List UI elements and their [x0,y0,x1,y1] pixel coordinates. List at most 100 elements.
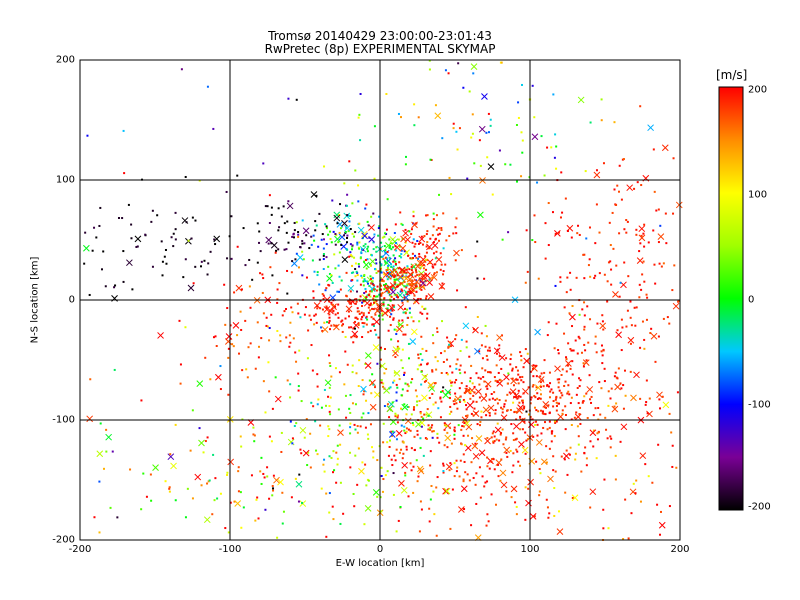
data-point [335,451,338,454]
data-point [422,454,425,457]
data-point [578,385,581,388]
data-point [519,428,522,431]
data-point [109,506,112,509]
data-point [555,409,558,412]
data-point-cross [443,487,451,495]
data-point [506,382,509,385]
data-point [268,326,271,329]
data-point [408,230,411,233]
data-point [619,382,622,385]
data-point [372,308,375,311]
data-point [340,243,343,246]
data-point [505,357,508,360]
data-point [342,512,345,515]
data-point [625,219,628,222]
data-point [453,426,456,429]
data-point [320,406,323,409]
data-point [441,320,444,323]
data-point [650,327,653,330]
data-point [516,397,519,400]
data-point [479,420,482,423]
data-point [313,314,316,317]
data-point-cross [299,426,307,434]
data-point [585,464,588,467]
data-point [486,156,489,159]
data-point [532,375,535,378]
data-point [280,431,283,434]
data-point [571,360,574,363]
data-point [602,527,605,530]
data-point [93,516,96,519]
data-point [465,388,468,391]
data-point-cross [326,275,333,282]
data-point [409,257,412,260]
data-point-cross [438,283,446,290]
data-point [347,310,350,313]
data-point [548,411,551,414]
data-point [561,211,564,214]
data-point [401,223,404,226]
data-point [276,298,279,301]
data-point [494,398,497,401]
data-point [462,480,465,483]
data-point [396,274,399,277]
data-point [386,441,389,444]
data-point [372,277,375,280]
data-point [598,381,601,384]
data-point [460,249,463,252]
data-point [363,390,366,393]
data-point [479,496,482,499]
data-point [581,400,584,403]
data-point [658,262,661,265]
data-point [364,243,367,246]
data-point [389,315,392,318]
data-point [371,446,374,449]
data-point [211,513,214,516]
data-point [361,315,364,318]
data-point [391,430,394,433]
data-point [657,335,660,338]
data-point [463,371,466,374]
data-point [498,344,501,347]
data-point [425,233,428,236]
data-point [405,271,408,274]
data-point [381,291,384,294]
data-point [584,349,587,352]
data-point [497,371,500,374]
data-point [623,261,626,264]
data-point [111,450,114,453]
data-point [434,257,437,260]
data-point [618,164,621,167]
data-point [416,368,419,371]
data-point [563,458,566,461]
data-point [496,397,499,400]
data-point [204,356,207,359]
data-point [437,233,440,236]
data-point [416,429,419,432]
data-point-cross [547,475,554,483]
data-point [341,324,344,327]
data-point-cross [427,381,435,389]
data-point [412,215,415,218]
data-point [354,169,357,172]
data-point [367,245,370,248]
data-point [550,432,553,435]
data-point [553,420,556,423]
data-point [377,234,380,237]
data-point [635,479,638,482]
data-point [455,232,458,235]
data-point [419,437,422,440]
data-point [413,406,416,409]
data-point [313,323,316,326]
data-point [515,505,518,508]
data-point-cross [650,332,658,340]
data-point [370,392,373,395]
data-point [349,214,352,217]
data-point [501,408,504,411]
data-point [375,271,378,274]
data-point [349,466,352,469]
data-point [239,310,242,313]
data-point [492,458,495,461]
data-point [515,418,518,421]
data-point [420,508,423,511]
